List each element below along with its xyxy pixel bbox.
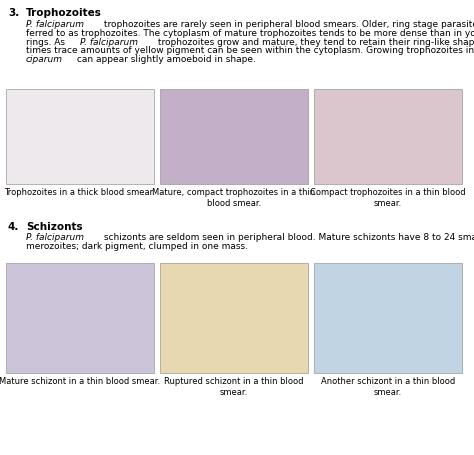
Bar bbox=[6, 90, 154, 185]
Text: schizonts are seldom seen in peripheral blood. Mature schizonts have 8 to 24 sma: schizonts are seldom seen in peripheral … bbox=[101, 233, 474, 242]
Text: trophozoites grow and mature, they tend to retain their ring-like shape and some: trophozoites grow and mature, they tend … bbox=[155, 37, 474, 46]
Bar bbox=[160, 263, 308, 373]
Text: P. falciparum: P. falciparum bbox=[26, 233, 84, 242]
Text: can appear slightly amoeboid in shape.: can appear slightly amoeboid in shape. bbox=[74, 55, 255, 64]
Text: Another schizont in a thin blood
smear.: Another schizont in a thin blood smear. bbox=[321, 376, 455, 396]
Bar bbox=[160, 90, 308, 185]
Text: Compact trophozoites in a thin blood
smear.: Compact trophozoites in a thin blood sme… bbox=[310, 187, 466, 207]
Text: Trophozoites: Trophozoites bbox=[26, 8, 102, 18]
Text: P. falciparum: P. falciparum bbox=[26, 20, 84, 29]
Text: Schizonts: Schizonts bbox=[26, 222, 82, 232]
Text: ferred to as trophozoites. The cytoplasm of mature trophozoites tends to be more: ferred to as trophozoites. The cytoplasm… bbox=[26, 29, 474, 38]
Text: Trophozoites in a thick blood smear.: Trophozoites in a thick blood smear. bbox=[4, 187, 155, 197]
Text: 4.: 4. bbox=[8, 222, 19, 232]
Text: merozoites; dark pigment, clumped in one mass.: merozoites; dark pigment, clumped in one… bbox=[26, 241, 248, 250]
Text: Mature, compact trophozoites in a thin
blood smear.: Mature, compact trophozoites in a thin b… bbox=[152, 187, 316, 207]
Bar bbox=[6, 263, 154, 373]
Text: rings. As: rings. As bbox=[26, 37, 68, 46]
Bar bbox=[314, 263, 462, 373]
Text: 3.: 3. bbox=[8, 8, 19, 18]
Bar bbox=[314, 90, 462, 185]
Text: P. falciparum: P. falciparum bbox=[80, 37, 138, 46]
Text: Mature schizont in a thin blood smear.: Mature schizont in a thin blood smear. bbox=[0, 376, 161, 385]
Text: times trace amounts of yellow pigment can be seen within the cytoplasm. Growing : times trace amounts of yellow pigment ca… bbox=[26, 46, 474, 55]
Text: ciparum: ciparum bbox=[26, 55, 63, 64]
Text: Ruptured schizont in a thin blood
smear.: Ruptured schizont in a thin blood smear. bbox=[164, 376, 304, 396]
Text: trophozoites are rarely seen in peripheral blood smears. Older, ring stage paras: trophozoites are rarely seen in peripher… bbox=[101, 20, 474, 29]
